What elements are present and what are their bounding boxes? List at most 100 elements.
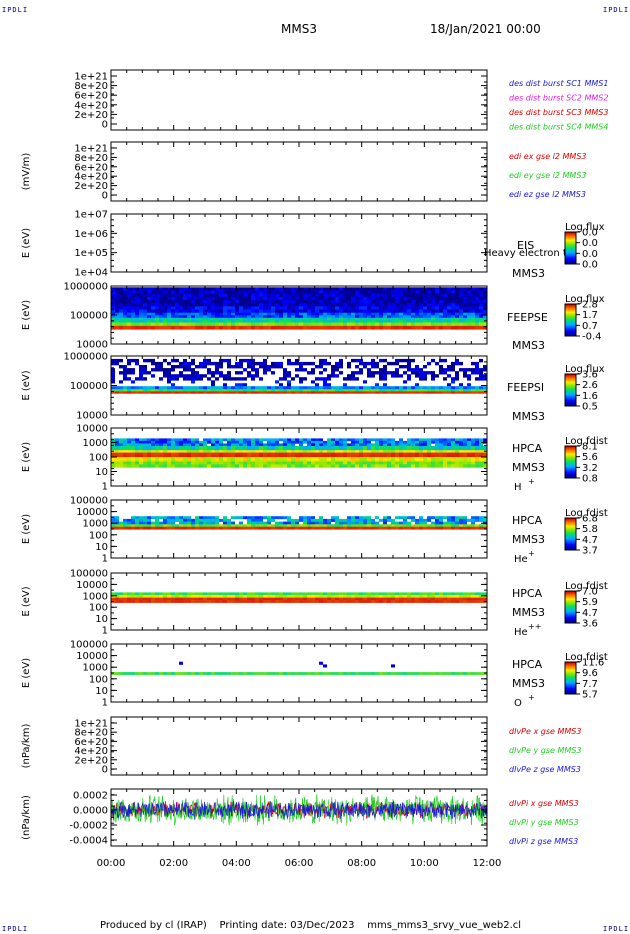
spectrogram-cell — [127, 446, 131, 451]
spectrogram-cell — [235, 457, 239, 462]
spectrogram-cell — [131, 380, 135, 384]
spectrogram-cell — [131, 440, 135, 444]
spectrogram-cell — [283, 371, 287, 375]
spectrogram-cell — [407, 438, 411, 442]
species-label: O — [514, 698, 522, 709]
spectrogram-cell — [263, 391, 267, 394]
spectrogram-cell — [191, 443, 195, 447]
spectrogram-cell — [339, 672, 343, 675]
spectrogram-cell — [383, 516, 387, 520]
spectrogram-cell — [259, 306, 263, 310]
spectrogram-cell — [207, 368, 211, 372]
spectrogram-cell — [367, 594, 371, 598]
spectrogram-cell — [235, 300, 239, 304]
spectrogram-cell — [191, 296, 195, 301]
spectrogram-cell — [467, 320, 471, 323]
spectrogram-cell — [135, 306, 139, 310]
spectrogram-cell — [203, 450, 207, 453]
spectrogram-cell — [451, 440, 455, 444]
spectrogram-cell — [359, 303, 363, 307]
spectrogram-cell — [179, 386, 183, 390]
spectrogram-cell — [415, 592, 419, 596]
spectrogram-cell — [307, 443, 311, 447]
spectrogram-cell — [111, 391, 115, 394]
spectrogram-cell — [171, 391, 175, 394]
spectrogram-cell — [431, 287, 435, 291]
spectrogram-cell — [371, 386, 375, 390]
spectrogram-cell — [171, 287, 175, 291]
spectrogram-cell — [475, 317, 479, 321]
spectrogram-cell — [367, 320, 371, 323]
spectrogram-cell — [375, 365, 379, 369]
spectrogram-cell — [127, 386, 131, 390]
spectrogram-cell — [279, 600, 283, 603]
spectrogram-cell — [295, 312, 299, 316]
spectrogram-cell — [455, 296, 459, 301]
colorbar-segment — [565, 446, 576, 448]
spectrogram-cell — [467, 290, 471, 294]
spectrogram-cell — [323, 597, 327, 601]
spectrogram-cell — [323, 322, 327, 327]
spectrogram-cell — [327, 450, 331, 453]
colorbar-segment — [565, 473, 576, 475]
spectrogram-cell — [247, 594, 251, 598]
spectrogram-cell — [203, 296, 207, 301]
spectrogram-cell — [295, 368, 299, 372]
spectrogram-cell — [243, 312, 247, 316]
spectrogram-cell — [135, 312, 139, 316]
spectrogram-cell — [423, 287, 427, 291]
spectrogram-cell — [159, 320, 163, 323]
colorbar-segment — [565, 612, 576, 614]
spectrogram-cell — [475, 450, 479, 453]
spectrogram-p9 — [111, 661, 487, 675]
spectrogram-cell — [355, 287, 359, 291]
spectrogram-cell — [363, 306, 367, 310]
spectrogram-cell — [135, 303, 139, 307]
spectrogram-cell — [431, 594, 435, 598]
spectrogram-cell — [419, 303, 423, 307]
spectrogram-cell — [459, 306, 463, 310]
spectrogram-cell — [143, 325, 147, 330]
colorbar-segment — [565, 394, 576, 396]
spectrogram-cell — [307, 293, 311, 298]
spectrogram-cell — [383, 377, 387, 381]
spectrogram-cell — [439, 322, 443, 327]
spectrogram-cell — [119, 443, 123, 447]
spectrogram-cell — [227, 672, 231, 675]
spectrogram-cell — [139, 320, 143, 323]
spectrogram-cell — [159, 361, 163, 366]
spectrogram-cell — [319, 320, 323, 323]
spectrogram-cell — [155, 389, 159, 392]
spectrogram-cell — [283, 440, 287, 444]
spectrogram-cell — [411, 450, 415, 453]
spectrogram-cell — [435, 464, 439, 468]
spectrogram-cell — [187, 461, 191, 465]
colorbar-segment — [565, 448, 576, 450]
spectrogram-cell — [375, 672, 379, 675]
spectrogram-cell — [343, 672, 347, 675]
spectrogram-cell — [247, 597, 251, 601]
spectrogram-cell — [427, 516, 431, 520]
spectrogram-cell — [311, 597, 315, 601]
spectrogram-cell — [151, 386, 155, 390]
y-tick-label: 2e+20 — [74, 110, 108, 121]
spectrogram-cell — [475, 320, 479, 323]
spectrogram-cell — [251, 303, 255, 307]
spectrogram-cell — [175, 594, 179, 598]
spectrogram-cell — [167, 446, 171, 451]
spectrogram-cell — [367, 371, 371, 375]
spectrogram-cell — [347, 322, 351, 327]
colorbar-segment — [565, 596, 576, 598]
spectrogram-cell — [451, 457, 455, 462]
spectrogram-cell — [191, 440, 195, 444]
spectrogram-cell — [311, 600, 315, 603]
spectrogram-cell — [383, 443, 387, 447]
spectrogram-cell — [463, 374, 467, 378]
spectrogram-cell — [383, 521, 387, 525]
spectrogram-cell — [455, 446, 459, 451]
spectrogram-cell — [327, 526, 331, 530]
spectrogram-cell — [163, 389, 167, 392]
spectrogram-cell — [111, 361, 115, 366]
spectrogram-cell — [483, 317, 487, 321]
